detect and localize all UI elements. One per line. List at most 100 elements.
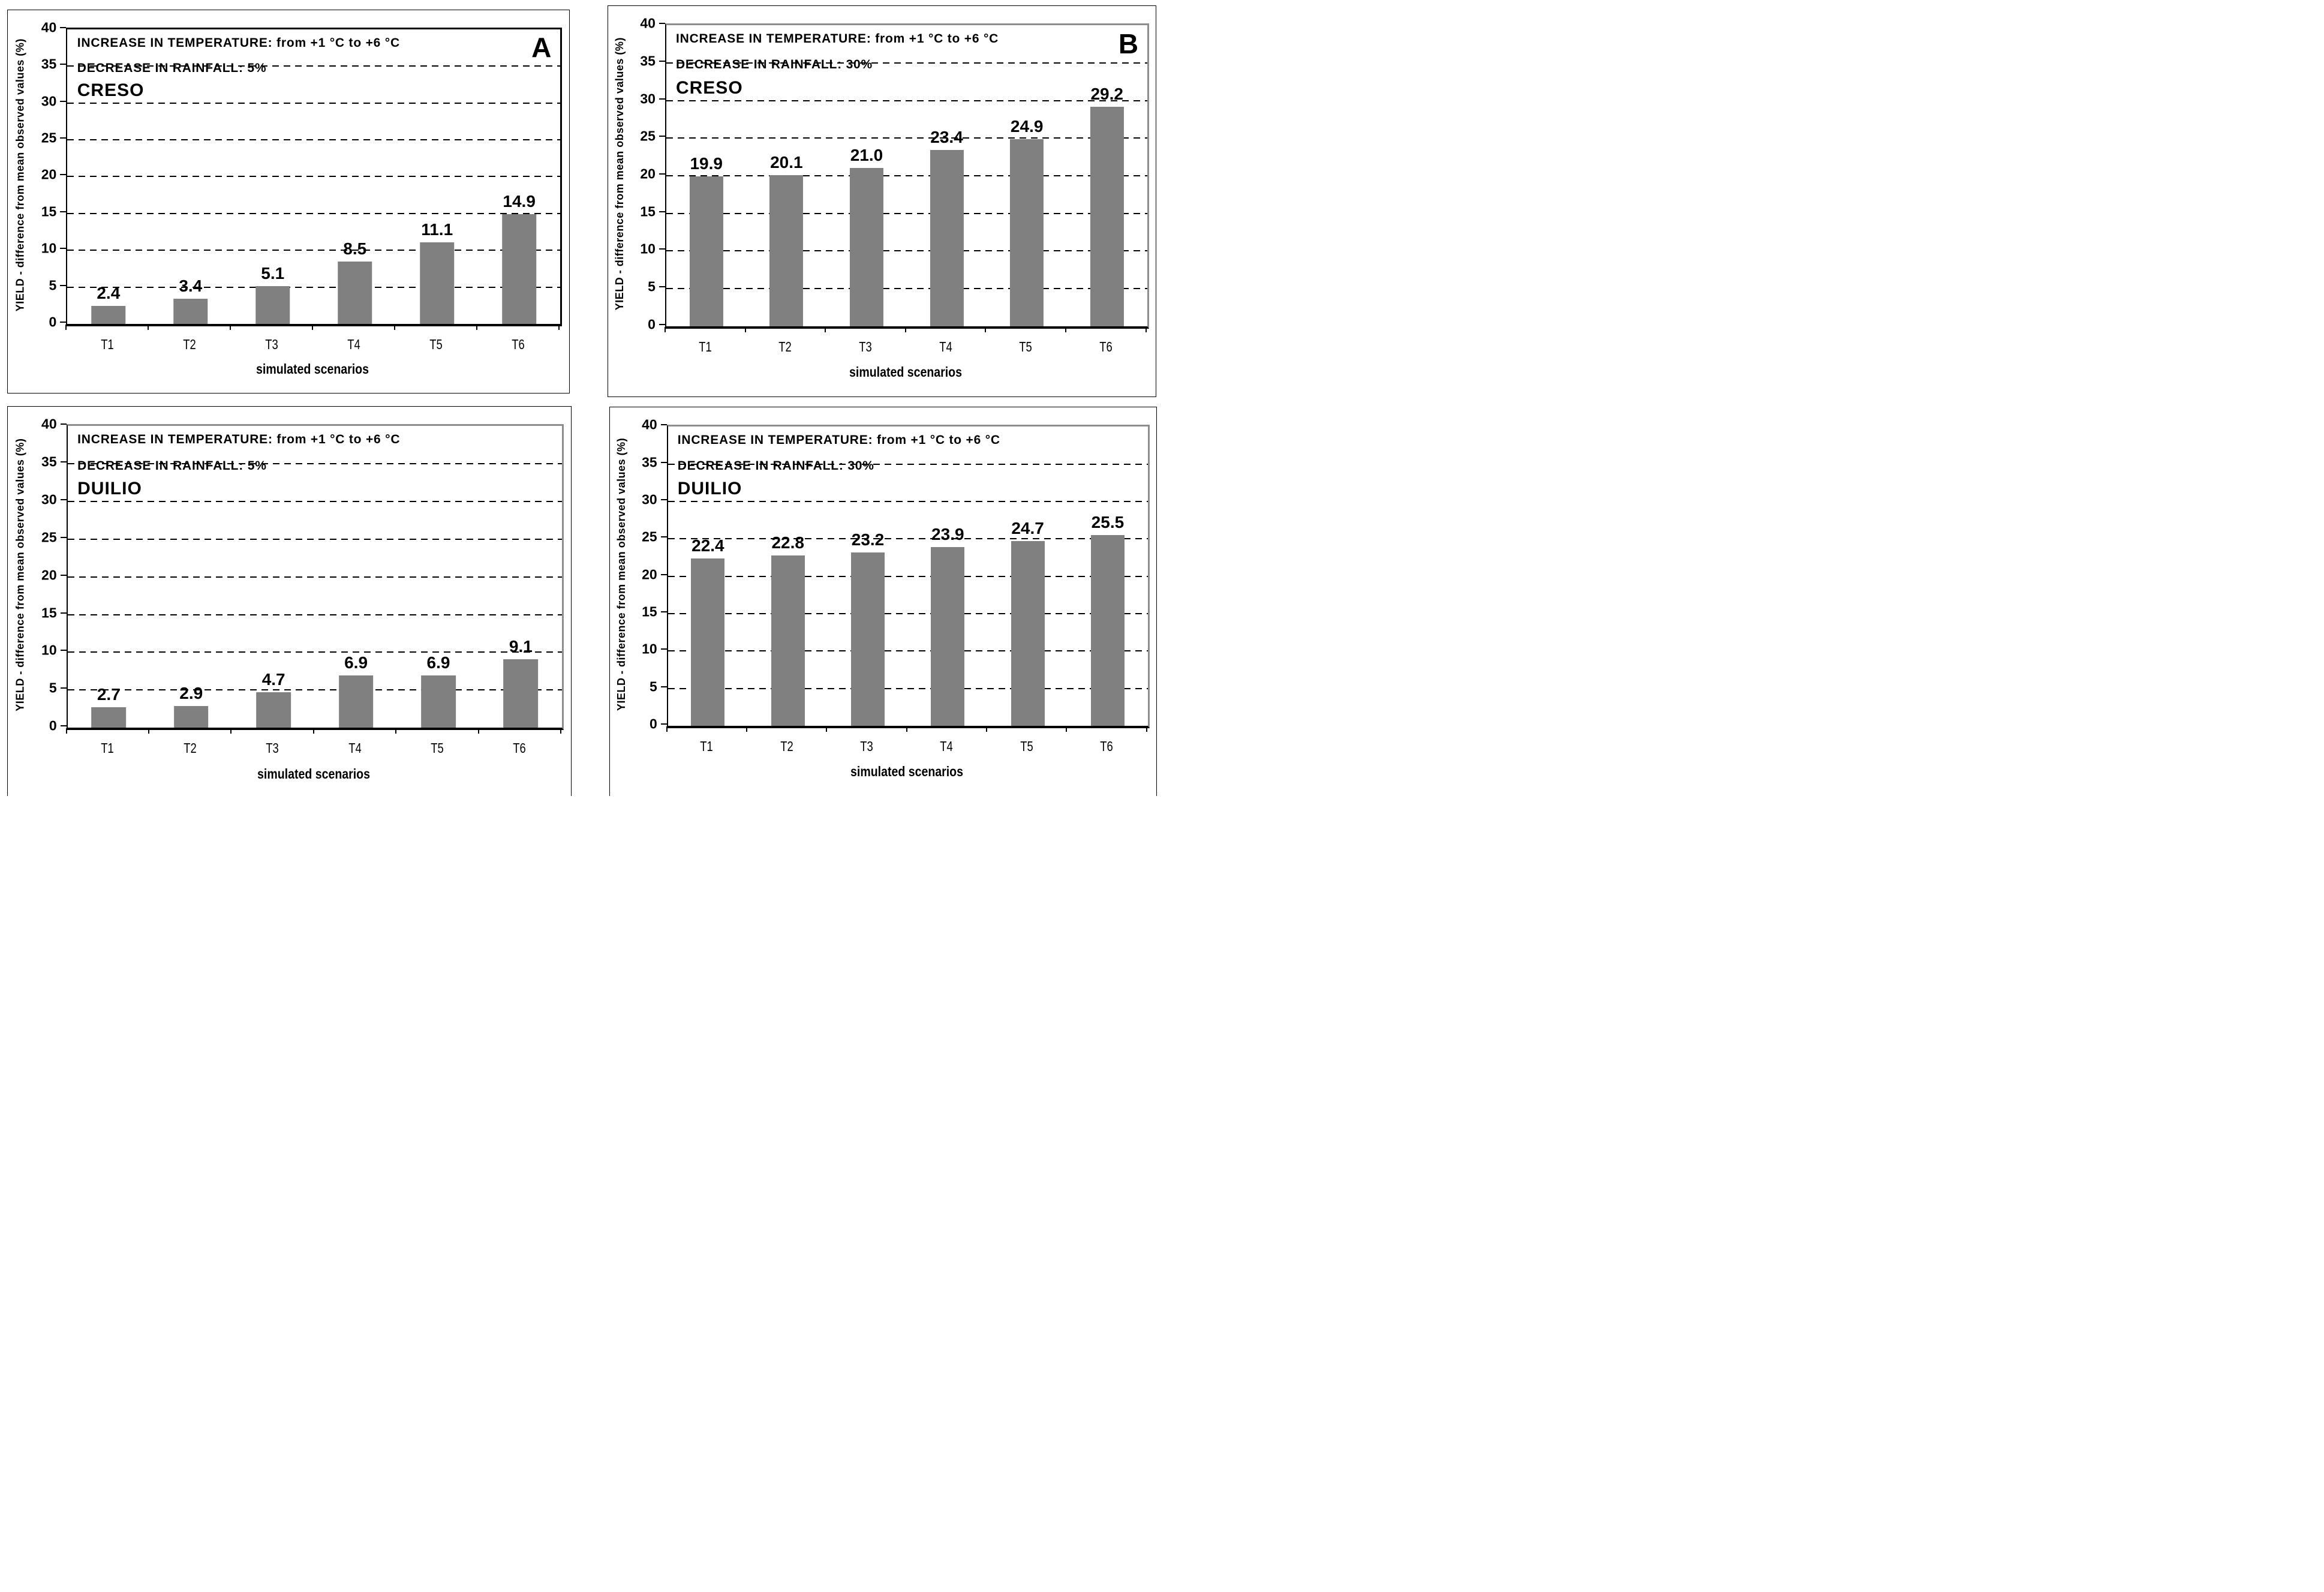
x-tick-label-T1: T1	[101, 336, 114, 352]
bar-T5	[419, 242, 455, 324]
annotation-rainfall: DECREASE IN RAINFALL: 30%	[675, 58, 873, 72]
x-tick-label-T6: T6	[513, 740, 527, 756]
bar-T1	[91, 707, 127, 728]
bar-T4	[931, 547, 965, 726]
bar-value-label-T2: 22.8	[771, 533, 804, 552]
y-tick-mark	[60, 211, 67, 212]
y-tick-label-10: 10	[642, 641, 657, 657]
x-tick-label-T4: T4	[940, 738, 954, 755]
gridline-15	[666, 212, 1147, 214]
yield-scenarios-figure: YIELD - difference from mean observed va…	[0, 0, 1162, 796]
y-tick-mark	[60, 574, 67, 576]
y-tick-label-40: 40	[642, 416, 657, 432]
x-tick-label-T6: T6	[1099, 338, 1113, 355]
x-tick-mark	[666, 726, 668, 732]
y-tick-label-35: 35	[41, 56, 57, 72]
y-tick-label-40: 40	[41, 416, 57, 432]
y-tick-mark	[60, 536, 67, 538]
bar-T4	[930, 150, 964, 326]
x-tick-mark	[825, 326, 826, 332]
x-tick-mark	[1145, 326, 1147, 332]
y-tick-mark	[659, 211, 665, 212]
y-tick-mark	[660, 648, 667, 650]
gridline-25	[67, 538, 563, 540]
x-tick-mark	[985, 326, 987, 332]
x-tick-label-T1: T1	[699, 338, 712, 355]
y-tick-mark	[60, 137, 67, 139]
x-tick-mark	[476, 324, 478, 330]
gridline-20	[668, 575, 1148, 577]
bar-T6	[1090, 535, 1125, 726]
x-tick-mark	[230, 324, 232, 330]
gridline-15	[668, 613, 1148, 614]
y-tick-label-25: 25	[41, 130, 57, 146]
gridline-20	[666, 175, 1147, 176]
gridline-25	[666, 137, 1147, 139]
x-tick-mark	[904, 326, 906, 332]
x-tick-mark	[985, 726, 987, 732]
bar-T6	[501, 214, 537, 324]
y-tick-label-30: 30	[640, 91, 656, 107]
variety-label: CRESO	[675, 77, 743, 98]
y-tick-label-15: 15	[41, 605, 57, 621]
y-tick-mark	[659, 323, 665, 325]
y-tick-label-35: 35	[640, 53, 656, 69]
bar-T3	[851, 552, 885, 726]
bar-T1	[691, 558, 725, 726]
bar-value-label-T6: 9.1	[509, 636, 533, 656]
plot-area: 19.9 20.1 21.0 23.4 24.9 29.2 INCREASE IN TEMP…	[665, 23, 1149, 329]
x-tick-mark	[560, 728, 562, 734]
x-axis-title: simulated scenarios	[849, 364, 962, 380]
gridline-25	[67, 139, 561, 140]
y-tick-label-25: 25	[640, 128, 656, 144]
y-tick-mark	[660, 686, 667, 687]
chart-panel-top-left: YIELD - difference from mean observed va…	[7, 10, 570, 394]
bar-T6	[503, 659, 539, 728]
y-tick-mark	[60, 461, 67, 463]
gridline-30	[666, 100, 1147, 101]
bar-value-label-T2: 20.1	[770, 152, 803, 172]
x-tick-mark	[312, 728, 314, 734]
bar-value-label-T1: 2.4	[97, 284, 121, 303]
y-tick-label-35: 35	[642, 454, 657, 470]
y-tick-mark	[60, 64, 67, 65]
x-axis-title: simulated scenarios	[256, 361, 369, 377]
annotation-temperature: INCREASE IN TEMPERATURE: from +1 °C to +…	[675, 32, 999, 46]
chart-panel-bottom-left: YIELD - difference from mean observed va…	[7, 406, 572, 796]
x-tick-mark	[1065, 326, 1066, 332]
y-tick-label-25: 25	[41, 529, 57, 545]
variety-label: DUILIO	[677, 478, 742, 498]
x-tick-mark	[906, 726, 907, 732]
x-tick-label-T5: T5	[431, 740, 444, 756]
gridline-35	[668, 463, 1148, 465]
x-tick-label-T6: T6	[1100, 738, 1113, 755]
bar-T3	[256, 692, 291, 728]
bar-value-label-T3: 5.1	[261, 264, 285, 283]
gridline-20	[67, 176, 561, 178]
bar-T1	[689, 176, 723, 326]
gridline-30	[668, 500, 1148, 502]
x-tick-mark	[65, 728, 67, 734]
bar-value-label-T1: 2.7	[97, 685, 121, 704]
x-tick-label-T3: T3	[859, 338, 872, 355]
bar-T2	[173, 299, 208, 324]
plot-area: 22.4 22.8 23.2 23.9 24.7 25.5 INCREASE IN TEMP…	[666, 425, 1150, 729]
y-tick-mark	[60, 284, 67, 286]
y-tick-mark	[60, 423, 67, 425]
bar-value-label-T3: 4.7	[261, 670, 285, 689]
bar-T4	[337, 261, 372, 324]
annotation-temperature: INCREASE IN TEMPERATURE: from +1 °C to +…	[677, 433, 1000, 447]
x-tick-mark	[312, 324, 314, 330]
bar-T3	[849, 168, 883, 326]
y-tick-label-0: 0	[649, 716, 657, 732]
gridline-5	[67, 689, 563, 691]
x-tick-label-T3: T3	[266, 740, 279, 756]
y-tick-label-40: 40	[640, 15, 656, 31]
x-tick-mark	[394, 324, 396, 330]
bar-value-label-T5: 6.9	[426, 653, 450, 672]
y-tick-label-10: 10	[41, 642, 57, 658]
bar-value-label-T5: 24.9	[1010, 116, 1044, 136]
y-tick-mark	[659, 23, 665, 25]
y-tick-label-0: 0	[49, 717, 57, 734]
bar-value-label-T2: 2.9	[179, 683, 203, 702]
